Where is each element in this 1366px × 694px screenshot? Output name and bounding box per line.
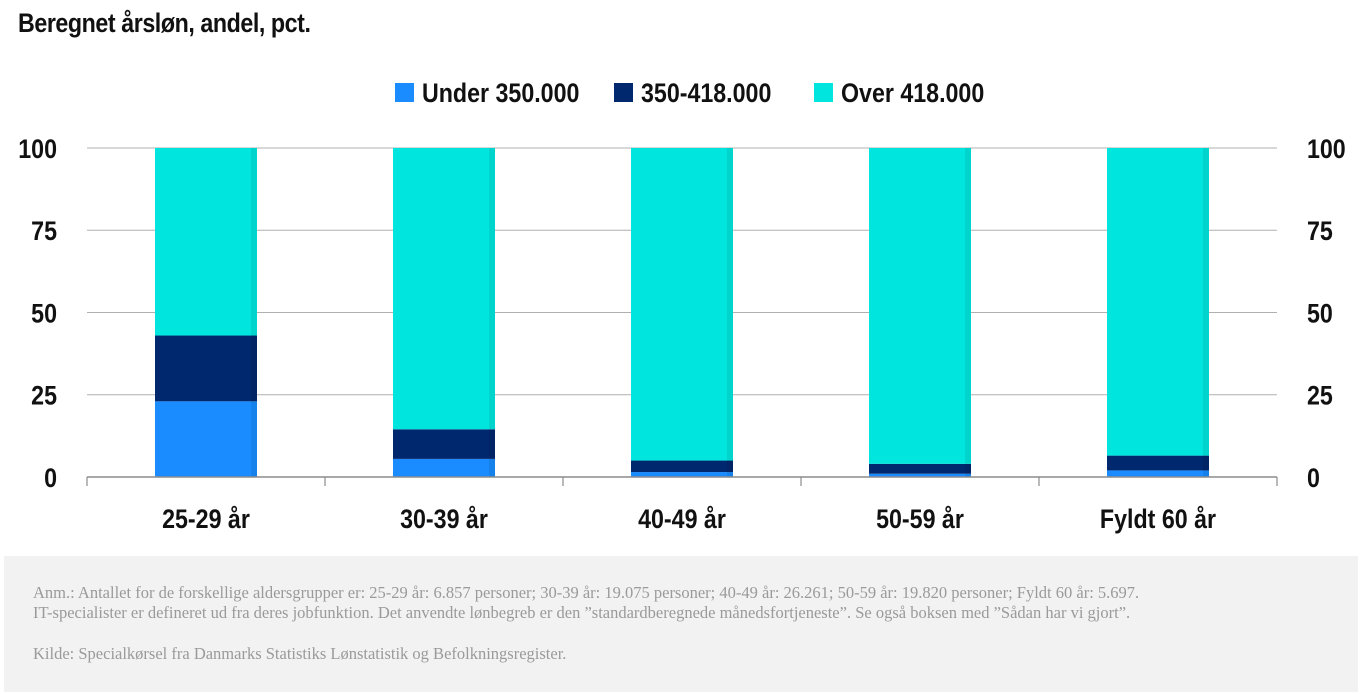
chart-title: Beregnet årsløn, andel, pct. — [18, 8, 311, 38]
y-tick-label-right: 50 — [1307, 299, 1333, 329]
legend-item: Under 350.000 — [395, 78, 579, 108]
bar-segment — [631, 472, 733, 477]
y-tick-label-right: 25 — [1307, 381, 1333, 411]
stacked-bar-chart: 0 25 50 75 100 0 25 50 75 100 25-29 år 30-39 år 40… — [18, 78, 1346, 534]
y-tick-label-left: 0 — [44, 463, 57, 493]
x-category-label: 50-59 år — [876, 504, 964, 534]
footnote-box: Anm.: Antallet for de forskellige alders… — [4, 556, 1358, 692]
y-tick-label-right: 100 — [1307, 134, 1346, 164]
y-tick-label-left: 25 — [31, 381, 57, 411]
bar-segment — [155, 335, 257, 402]
legend-label: Under 350.000 — [422, 78, 579, 108]
bar-stack — [393, 148, 495, 477]
bar-segment-shade — [1203, 455, 1209, 471]
source-note: Kilde: Specialkørsel fra Danmarks Statis… — [33, 644, 567, 663]
y-axis-right: 0 25 50 75 100 — [1307, 134, 1346, 493]
bar-stack — [631, 148, 733, 477]
bar-segment — [155, 148, 257, 336]
bar-segment — [393, 429, 495, 459]
y-tick-label-left: 75 — [31, 217, 57, 247]
x-category-label: 25-29 år — [162, 504, 250, 534]
bar-stack — [1107, 148, 1209, 477]
y-tick-label-left: 100 — [18, 134, 57, 164]
bar-segment-shade — [1203, 470, 1209, 477]
bar-segment-shade — [727, 472, 733, 477]
bar-stacks — [155, 148, 1209, 477]
note-line-1: Anm.: Antallet for de forskellige alders… — [33, 583, 1140, 602]
bar-segment — [1107, 148, 1209, 456]
bar-segment-shade — [251, 148, 257, 336]
bar-segment — [869, 463, 971, 474]
bar-segment-shade — [965, 463, 971, 474]
bar-segment — [155, 401, 257, 477]
bar-segment — [631, 460, 733, 473]
legend-item: Over 418.000 — [814, 78, 984, 108]
bar-segment — [869, 148, 971, 464]
y-tick-label-left: 50 — [31, 299, 57, 329]
bar-segment-shade — [251, 401, 257, 477]
bar-segment-shade — [965, 148, 971, 464]
legend: Under 350.000 350-418.000 Over 418.000 — [395, 78, 984, 108]
legend-swatch — [614, 83, 633, 102]
legend-swatch — [395, 83, 414, 102]
y-tick-label-right: 0 — [1307, 463, 1320, 493]
bar-stack — [869, 148, 971, 477]
legend-item: 350-418.000 — [614, 78, 771, 108]
bar-segment — [1107, 470, 1209, 477]
y-tick-label-right: 75 — [1307, 217, 1333, 247]
legend-label: Over 418.000 — [841, 78, 984, 108]
bar-segment — [631, 148, 733, 461]
bar-segment-shade — [965, 473, 971, 477]
bar-stack — [155, 148, 257, 477]
bar-segment-shade — [489, 458, 495, 477]
note-line-2: IT-specialister er defineret ud fra dere… — [33, 603, 1131, 622]
category-labels: 25-29 år 30-39 år 40-49 år 50-59 år Fyldt 60… — [162, 504, 1216, 534]
x-category-label: 30-39 år — [400, 504, 488, 534]
bar-segment — [869, 473, 971, 477]
bar-segment-shade — [489, 148, 495, 430]
x-category-label: 40-49 år — [638, 504, 726, 534]
legend-label: 350-418.000 — [641, 78, 771, 108]
y-axis-left: 0 25 50 75 100 — [18, 134, 57, 493]
bar-segment — [393, 148, 495, 430]
bar-segment-shade — [727, 148, 733, 461]
bar-segment-shade — [489, 429, 495, 459]
bar-segment-shade — [1203, 148, 1209, 456]
x-axis — [86, 476, 1278, 486]
bar-segment — [393, 458, 495, 477]
legend-swatch — [814, 83, 833, 102]
bar-segment-shade — [727, 460, 733, 473]
bar-segment — [1107, 455, 1209, 471]
x-category-label: Fyldt 60 år — [1100, 504, 1216, 534]
bar-segment-shade — [251, 335, 257, 402]
